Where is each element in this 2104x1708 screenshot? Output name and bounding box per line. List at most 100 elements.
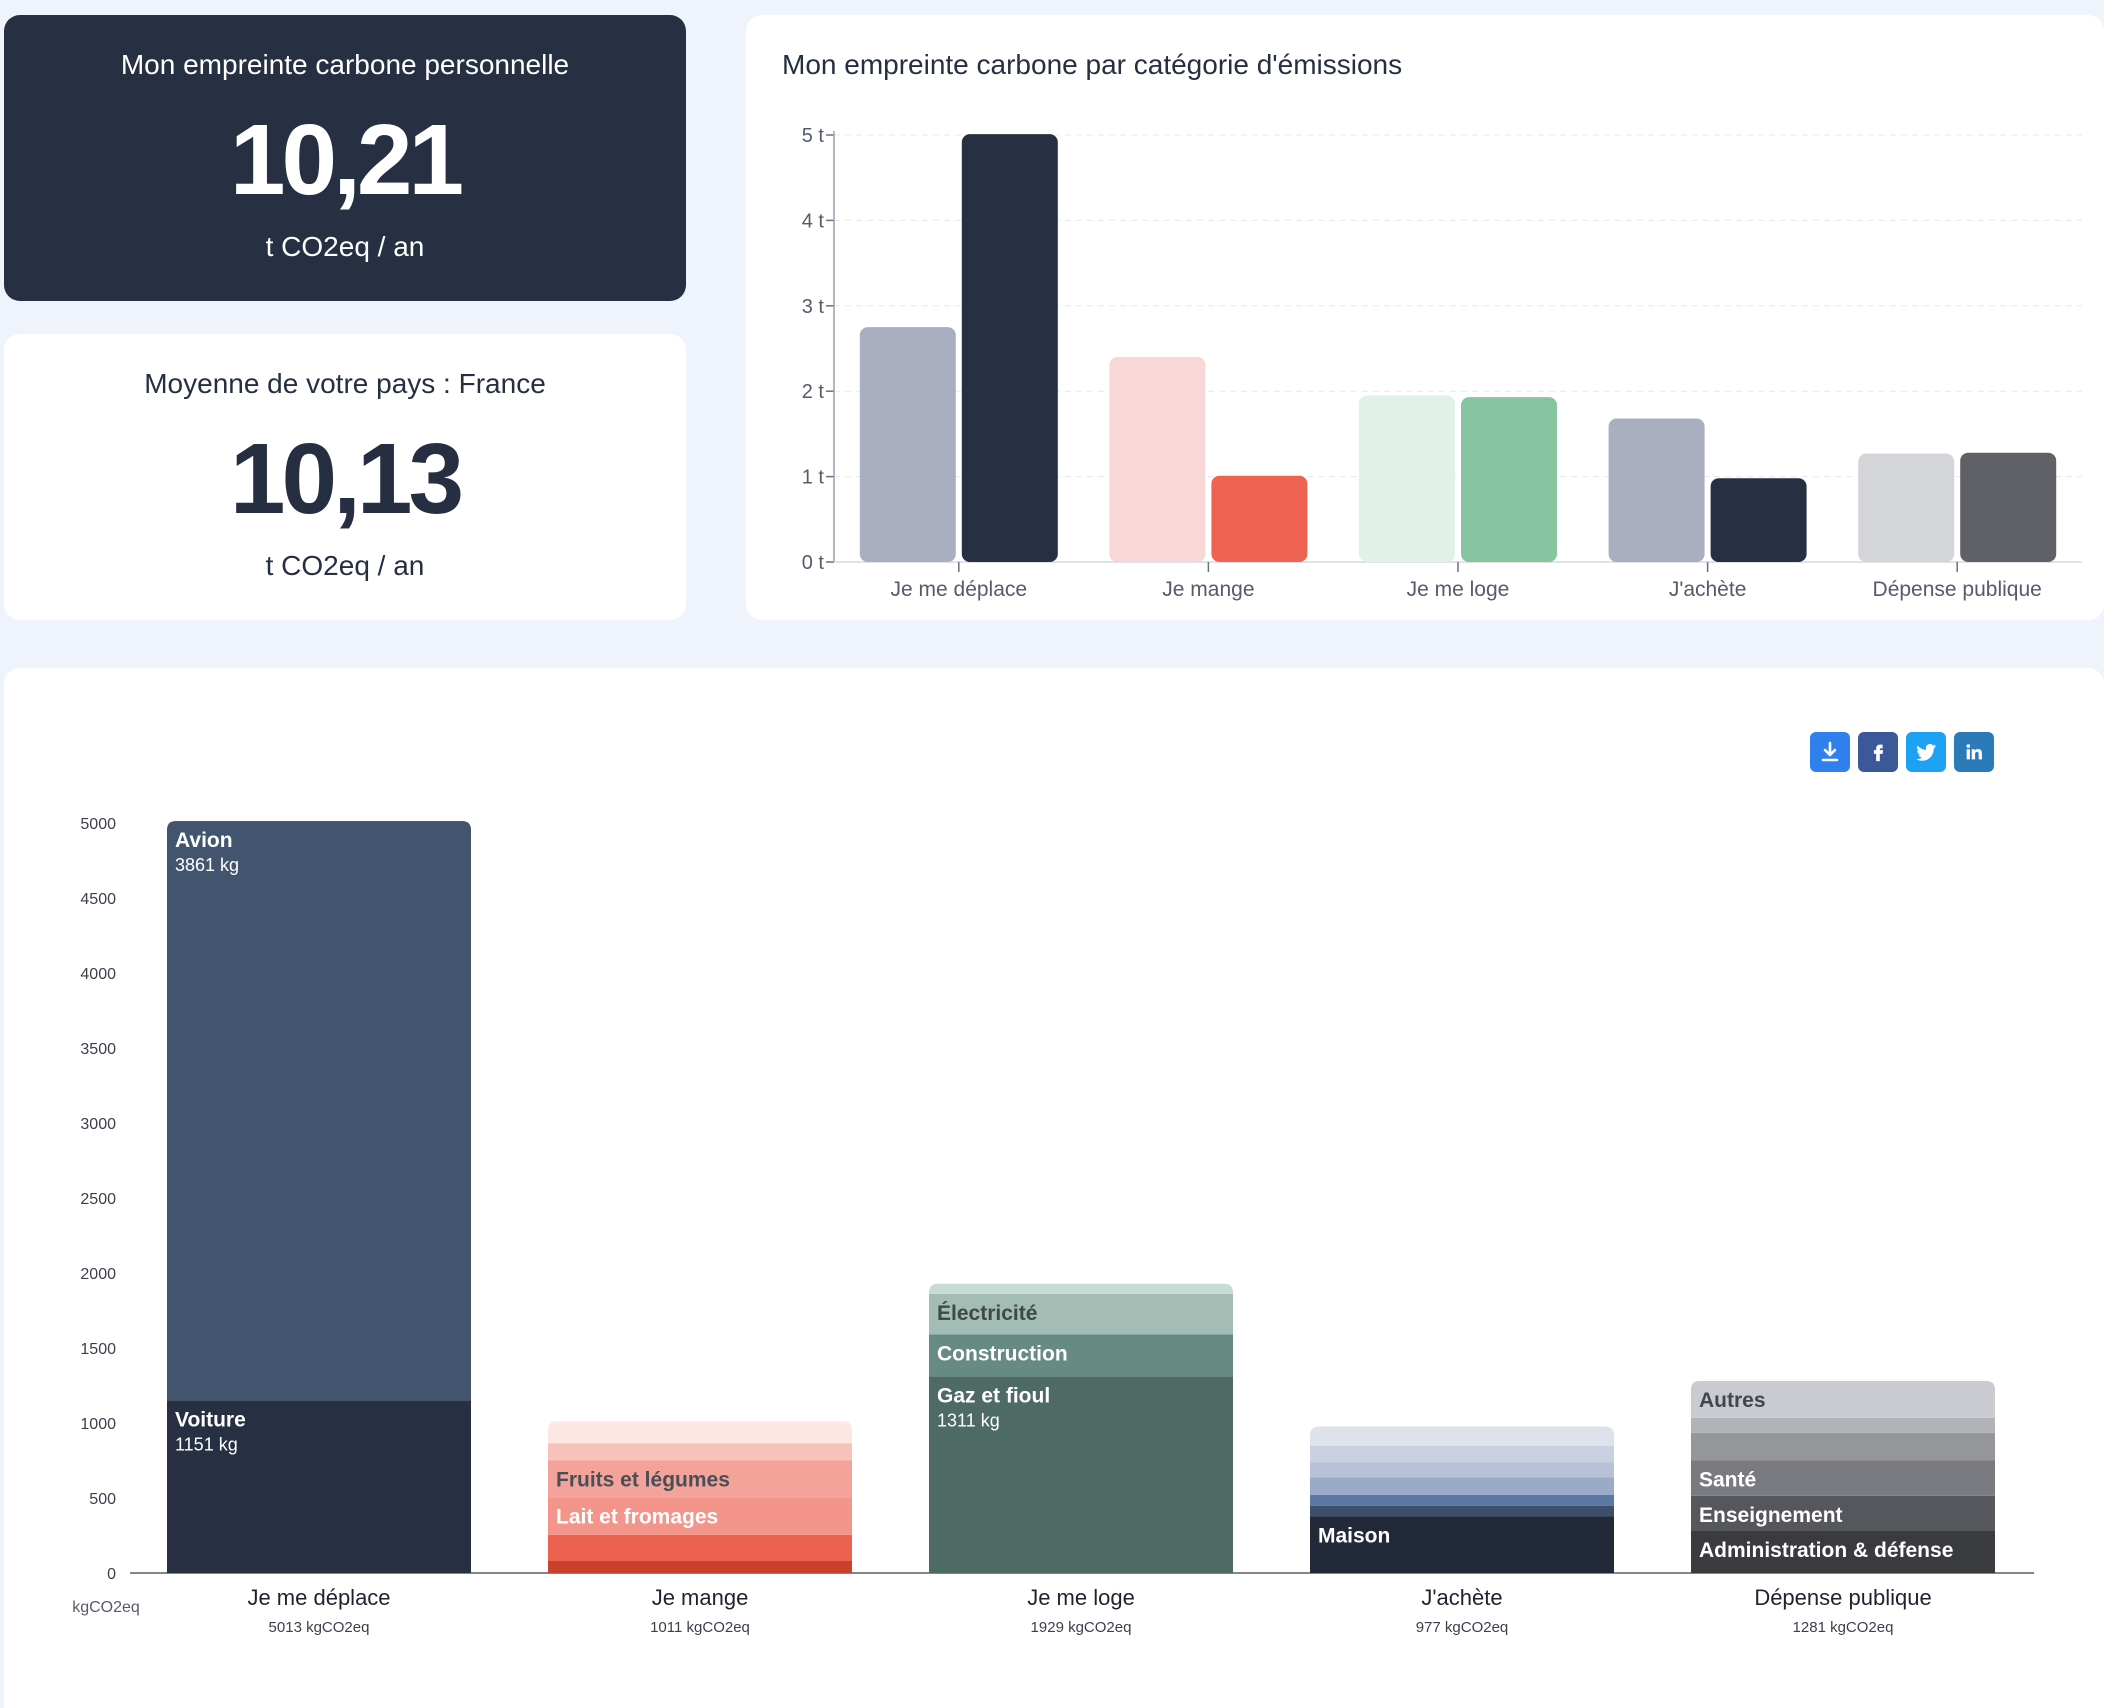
detail-chart-ytick-label: 5000 xyxy=(80,816,116,833)
stacked-segment[interactable] xyxy=(167,821,471,1401)
category-chart-ytick-label: 0 t xyxy=(802,552,825,574)
stacked-segment[interactable] xyxy=(548,1561,852,1573)
twitter-icon xyxy=(1916,744,1936,761)
segment-label: Avion xyxy=(175,829,233,852)
detail-chart-ylabel: kgCO2eq xyxy=(72,1599,140,1616)
detail-column-name: Dépense publique xyxy=(1754,1585,1931,1610)
category-bar[interactable] xyxy=(1109,357,1206,562)
detail-column-name: Je mange xyxy=(652,1585,749,1610)
category-bar[interactable] xyxy=(1960,452,2057,562)
detail-column-name: J'achète xyxy=(1421,1585,1502,1610)
stacked-segment[interactable] xyxy=(1310,1462,1614,1478)
share-toolbar xyxy=(1810,732,1994,772)
segment-label: Santé xyxy=(1699,1469,1756,1492)
stacked-segment[interactable] xyxy=(1310,1445,1614,1463)
stacked-segment[interactable] xyxy=(929,1283,1233,1294)
stacked-segments xyxy=(1310,1426,1614,1573)
detail-chart-ytick-label: 500 xyxy=(89,1491,116,1508)
stacked-segment[interactable] xyxy=(1691,1531,1995,1573)
stacked-column: Voiture 1151 kg Avion 3861 kg xyxy=(167,821,471,1573)
stacked-segment[interactable] xyxy=(1310,1516,1614,1573)
category-bar[interactable] xyxy=(1359,395,1455,562)
stacked-segment[interactable] xyxy=(167,1400,471,1573)
segment-label: Autres xyxy=(1699,1389,1766,1412)
stacked-segment[interactable] xyxy=(929,1334,1233,1377)
country-average-value: 10,13 xyxy=(229,423,464,535)
detail-chart-ytick-label: 4500 xyxy=(80,891,116,908)
stacked-segments xyxy=(1691,1380,1995,1573)
stacked-segment[interactable] xyxy=(1310,1477,1614,1495)
personal-footprint-unit: t CO2eq / an xyxy=(265,231,425,262)
stacked-segment[interactable] xyxy=(1691,1460,1995,1496)
stacked-segment[interactable] xyxy=(1310,1426,1614,1446)
category-bar[interactable] xyxy=(1461,397,1557,562)
detail-chart-ytick-label: 3000 xyxy=(80,1116,116,1133)
personal-footprint-card: Mon empreinte carbone personnelle 10,21 … xyxy=(4,15,686,301)
stacked-column: Administration & défense Enseignement Sant… xyxy=(1691,1380,1995,1573)
stacked-column: Lait et fromages Fruits et légumes xyxy=(548,1421,852,1573)
stacked-segment[interactable] xyxy=(1310,1494,1614,1506)
stacked-segment[interactable] xyxy=(548,1421,852,1444)
stacked-segment[interactable] xyxy=(929,1376,1233,1573)
stacked-segments xyxy=(167,821,471,1573)
stacked-segment[interactable] xyxy=(1691,1495,1995,1531)
detail-column-total: 1281 kgCO2eq xyxy=(1793,1619,1894,1636)
stacked-segment[interactable] xyxy=(548,1497,852,1535)
stacked-segment[interactable] xyxy=(548,1443,852,1461)
linkedin-share-button[interactable] xyxy=(1954,732,1994,772)
segment-value-label: 3861 kg xyxy=(175,855,239,875)
country-average-unit: t CO2eq / an xyxy=(265,550,425,581)
twitter-share-button[interactable] xyxy=(1906,732,1946,772)
category-bar[interactable] xyxy=(1710,478,1807,562)
personal-footprint-title: Mon empreinte carbone personnelle xyxy=(120,49,570,80)
personal-footprint-value: 10,21 xyxy=(229,104,464,216)
stacked-segments xyxy=(548,1421,852,1573)
category-bar[interactable] xyxy=(1211,475,1308,562)
category-bar-chart: 0 t 1 t 2 t 3 t 4 t 5 t Je me déplace Je mange J… xyxy=(802,125,2082,601)
detail-chart-card: 0 500 1000 1500 2000 2500 3000 3500 4000 4500 5000… xyxy=(4,668,2104,1708)
stacked-column: Gaz et fioul 1311 kg Construction Électrici… xyxy=(929,1283,1233,1573)
stacked-detail-chart: 0 500 1000 1500 2000 2500 3000 3500 4000 4500 5000… xyxy=(72,816,2034,1636)
linkedin-icon xyxy=(1966,744,1982,760)
stacked-segment[interactable] xyxy=(1691,1417,1995,1433)
category-chart-ytick-label: 3 t xyxy=(802,296,825,318)
facebook-share-button[interactable] xyxy=(1858,732,1898,772)
detail-column-total: 1929 kgCO2eq xyxy=(1031,1619,1132,1636)
detail-chart-ytick-label: 2500 xyxy=(80,1191,116,1208)
facebook-icon xyxy=(1873,744,1884,762)
segment-label: Fruits et légumes xyxy=(556,1469,730,1492)
category-chart-xtick-label: Je mange xyxy=(1162,578,1254,601)
stacked-segment[interactable] xyxy=(929,1293,1233,1335)
detail-chart-ytick-label: 1500 xyxy=(80,1341,116,1358)
category-bar[interactable] xyxy=(1858,453,1955,562)
category-chart-xtick-label: Je me déplace xyxy=(891,578,1028,601)
detail-chart-ytick-label: 4000 xyxy=(80,966,116,983)
stacked-segments xyxy=(929,1283,1233,1573)
stacked-segment[interactable] xyxy=(1691,1432,1995,1461)
category-chart-xtick-label: Je me loge xyxy=(1407,578,1510,601)
category-chart-xtick-label: Dépense publique xyxy=(1873,578,2042,601)
country-average-card: Moyenne de votre pays : France 10,13 t C… xyxy=(4,334,686,620)
category-chart-ytick-label: 2 t xyxy=(802,381,825,403)
category-bar[interactable] xyxy=(859,327,956,562)
detail-column-total: 977 kgCO2eq xyxy=(1416,1619,1509,1636)
category-chart-title: Mon empreinte carbone par catégorie d'ém… xyxy=(782,49,1403,80)
category-bar[interactable] xyxy=(961,134,1058,562)
segment-label: Maison xyxy=(1318,1524,1390,1547)
detail-chart-ytick-label: 1000 xyxy=(80,1416,116,1433)
segment-label: Enseignement xyxy=(1699,1504,1843,1527)
download-button[interactable] xyxy=(1810,732,1850,772)
stacked-segment[interactable] xyxy=(1310,1505,1614,1517)
detail-chart-ytick-label: 0 xyxy=(107,1566,116,1583)
detail-column-name: Je me déplace xyxy=(247,1585,390,1610)
segment-value-label: 1311 kg xyxy=(937,1410,1000,1430)
category-chart-xtick-label: J'achète xyxy=(1669,578,1747,601)
stacked-segment[interactable] xyxy=(548,1534,852,1561)
stacked-segment[interactable] xyxy=(548,1460,852,1498)
segment-value-label: 1151 kg xyxy=(175,1434,238,1454)
detail-chart-ytick-label: 3500 xyxy=(80,1041,116,1058)
detail-column-name: Je me loge xyxy=(1027,1585,1135,1610)
category-bar[interactable] xyxy=(1608,418,1705,562)
stacked-segment[interactable] xyxy=(1691,1380,1995,1418)
segment-label: Gaz et fioul xyxy=(937,1384,1050,1407)
